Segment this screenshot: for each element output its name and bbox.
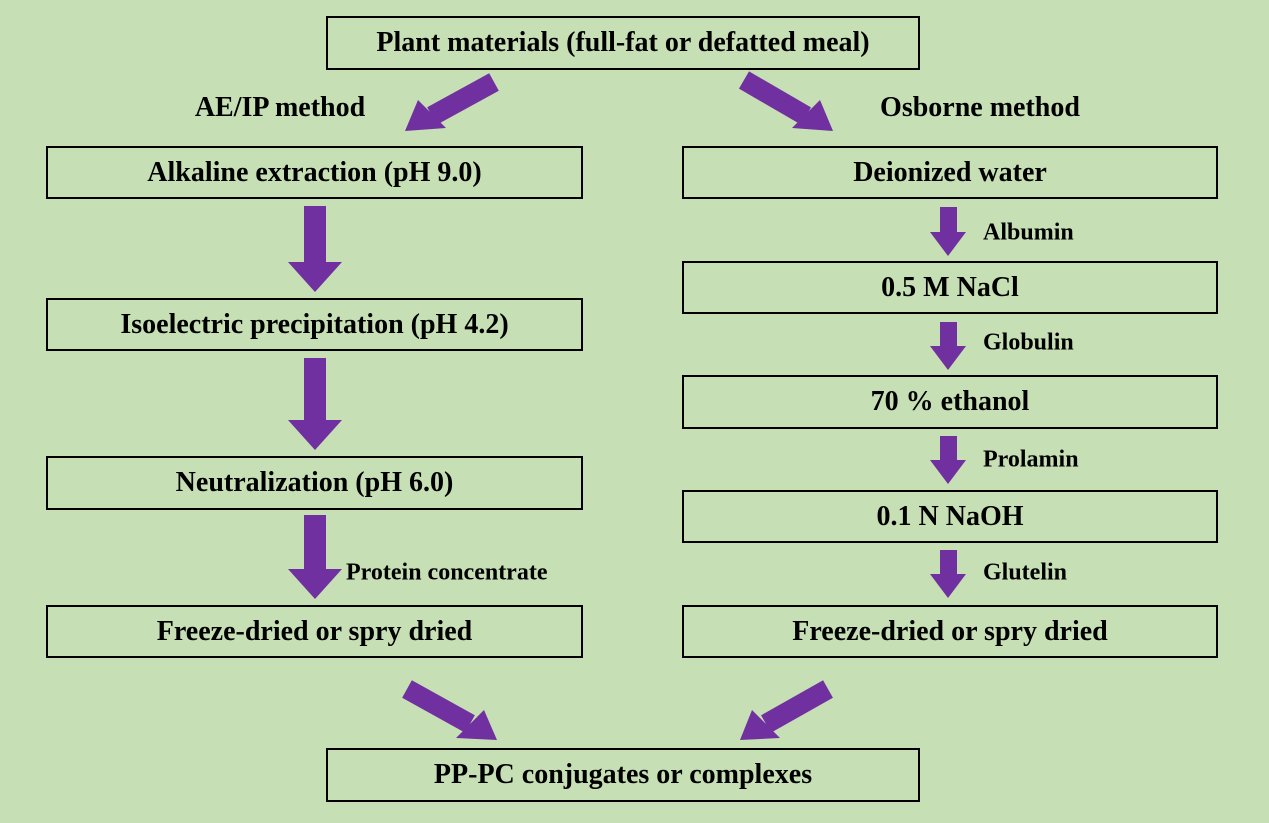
arrow-down xyxy=(930,322,966,370)
arrow-diagonal xyxy=(761,680,833,733)
arrowhead xyxy=(740,710,780,740)
left-arrow-label: Protein concentrate xyxy=(346,559,548,586)
left-step: Isoelectric precipitation (pH 4.2) xyxy=(46,298,583,351)
arrow-down xyxy=(930,436,966,484)
left-step: Alkaline extraction (pH 9.0) xyxy=(46,146,583,199)
arrow-down xyxy=(288,206,342,292)
arrow-diagonal xyxy=(427,73,499,125)
arrow-diagonal xyxy=(402,680,475,733)
right-arrow-label: Prolamin xyxy=(983,446,1079,473)
arrow-down xyxy=(930,207,966,256)
left-step: Freeze-dried or spry dried xyxy=(46,605,583,658)
left-method-label: AE/IP method xyxy=(194,92,366,123)
arrow-down xyxy=(930,550,966,598)
arrow-diagonal xyxy=(738,71,812,125)
right-step: 0.5 M NaCl xyxy=(682,261,1218,314)
right-arrow-label: Glutelin xyxy=(983,559,1068,586)
arrow-down xyxy=(288,515,342,599)
arrowhead xyxy=(405,100,446,131)
right-arrow-label: Globulin xyxy=(983,329,1074,356)
top-box: Plant materials (full-fat or defatted me… xyxy=(326,16,920,70)
right-step: 0.1 N NaOH xyxy=(682,490,1218,543)
arrowhead xyxy=(456,710,497,740)
right-method-label: Osborne method xyxy=(880,92,1080,123)
left-step: Neutralization (pH 6.0) xyxy=(46,456,583,510)
bottom-box: PP-PC conjugates or complexes xyxy=(326,748,920,802)
right-step: Deionized water xyxy=(682,146,1218,199)
right-step: Freeze-dried or spry dried xyxy=(682,605,1218,658)
right-step: 70 % ethanol xyxy=(682,375,1218,429)
arrowhead xyxy=(792,100,833,131)
right-arrow-label: Albumin xyxy=(983,219,1074,246)
arrow-down xyxy=(288,358,342,450)
